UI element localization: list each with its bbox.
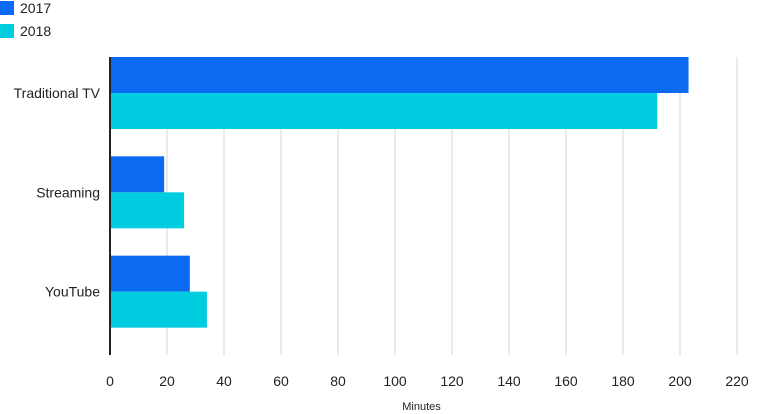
legend-swatch-2018 [0, 24, 14, 38]
legend-label-2017: 2017 [20, 0, 52, 16]
x-tick-label-200: 200 [668, 373, 692, 389]
x-tick-label-0: 0 [106, 373, 114, 389]
category-label-traditional-tv: Traditional TV [14, 85, 101, 101]
bar-youtube-2018 [110, 291, 207, 328]
x-tick-label-100: 100 [383, 373, 407, 389]
x-tick-label-120: 120 [440, 373, 464, 389]
x-tick-label-140: 140 [497, 373, 521, 389]
x-tick-label-40: 40 [216, 373, 232, 389]
x-tick-label-160: 160 [554, 373, 578, 389]
x-tick-label-80: 80 [330, 373, 346, 389]
legend-item-2017: 2017 [0, 0, 51, 16]
x-axis-title: Minutes [402, 401, 441, 413]
x-tick-label-180: 180 [611, 373, 635, 389]
bar-youtube-2017 [110, 255, 190, 292]
legend-swatch-2017 [0, 1, 14, 15]
bar-streaming-2018 [110, 192, 185, 229]
bar-traditional-tv-2017 [110, 57, 689, 93]
legend-item-2018: 2018 [0, 23, 51, 39]
legend-label-2018: 2018 [20, 23, 52, 39]
category-label-youtube: YouTube [45, 284, 100, 300]
x-tick-label-220: 220 [725, 373, 749, 389]
x-tick-label-20: 20 [159, 373, 175, 389]
x-tick-label-60: 60 [273, 373, 289, 389]
bar-streaming-2017 [110, 156, 165, 193]
bar-traditional-tv-2018 [110, 93, 658, 129]
category-label-streaming: Streaming [36, 184, 100, 200]
